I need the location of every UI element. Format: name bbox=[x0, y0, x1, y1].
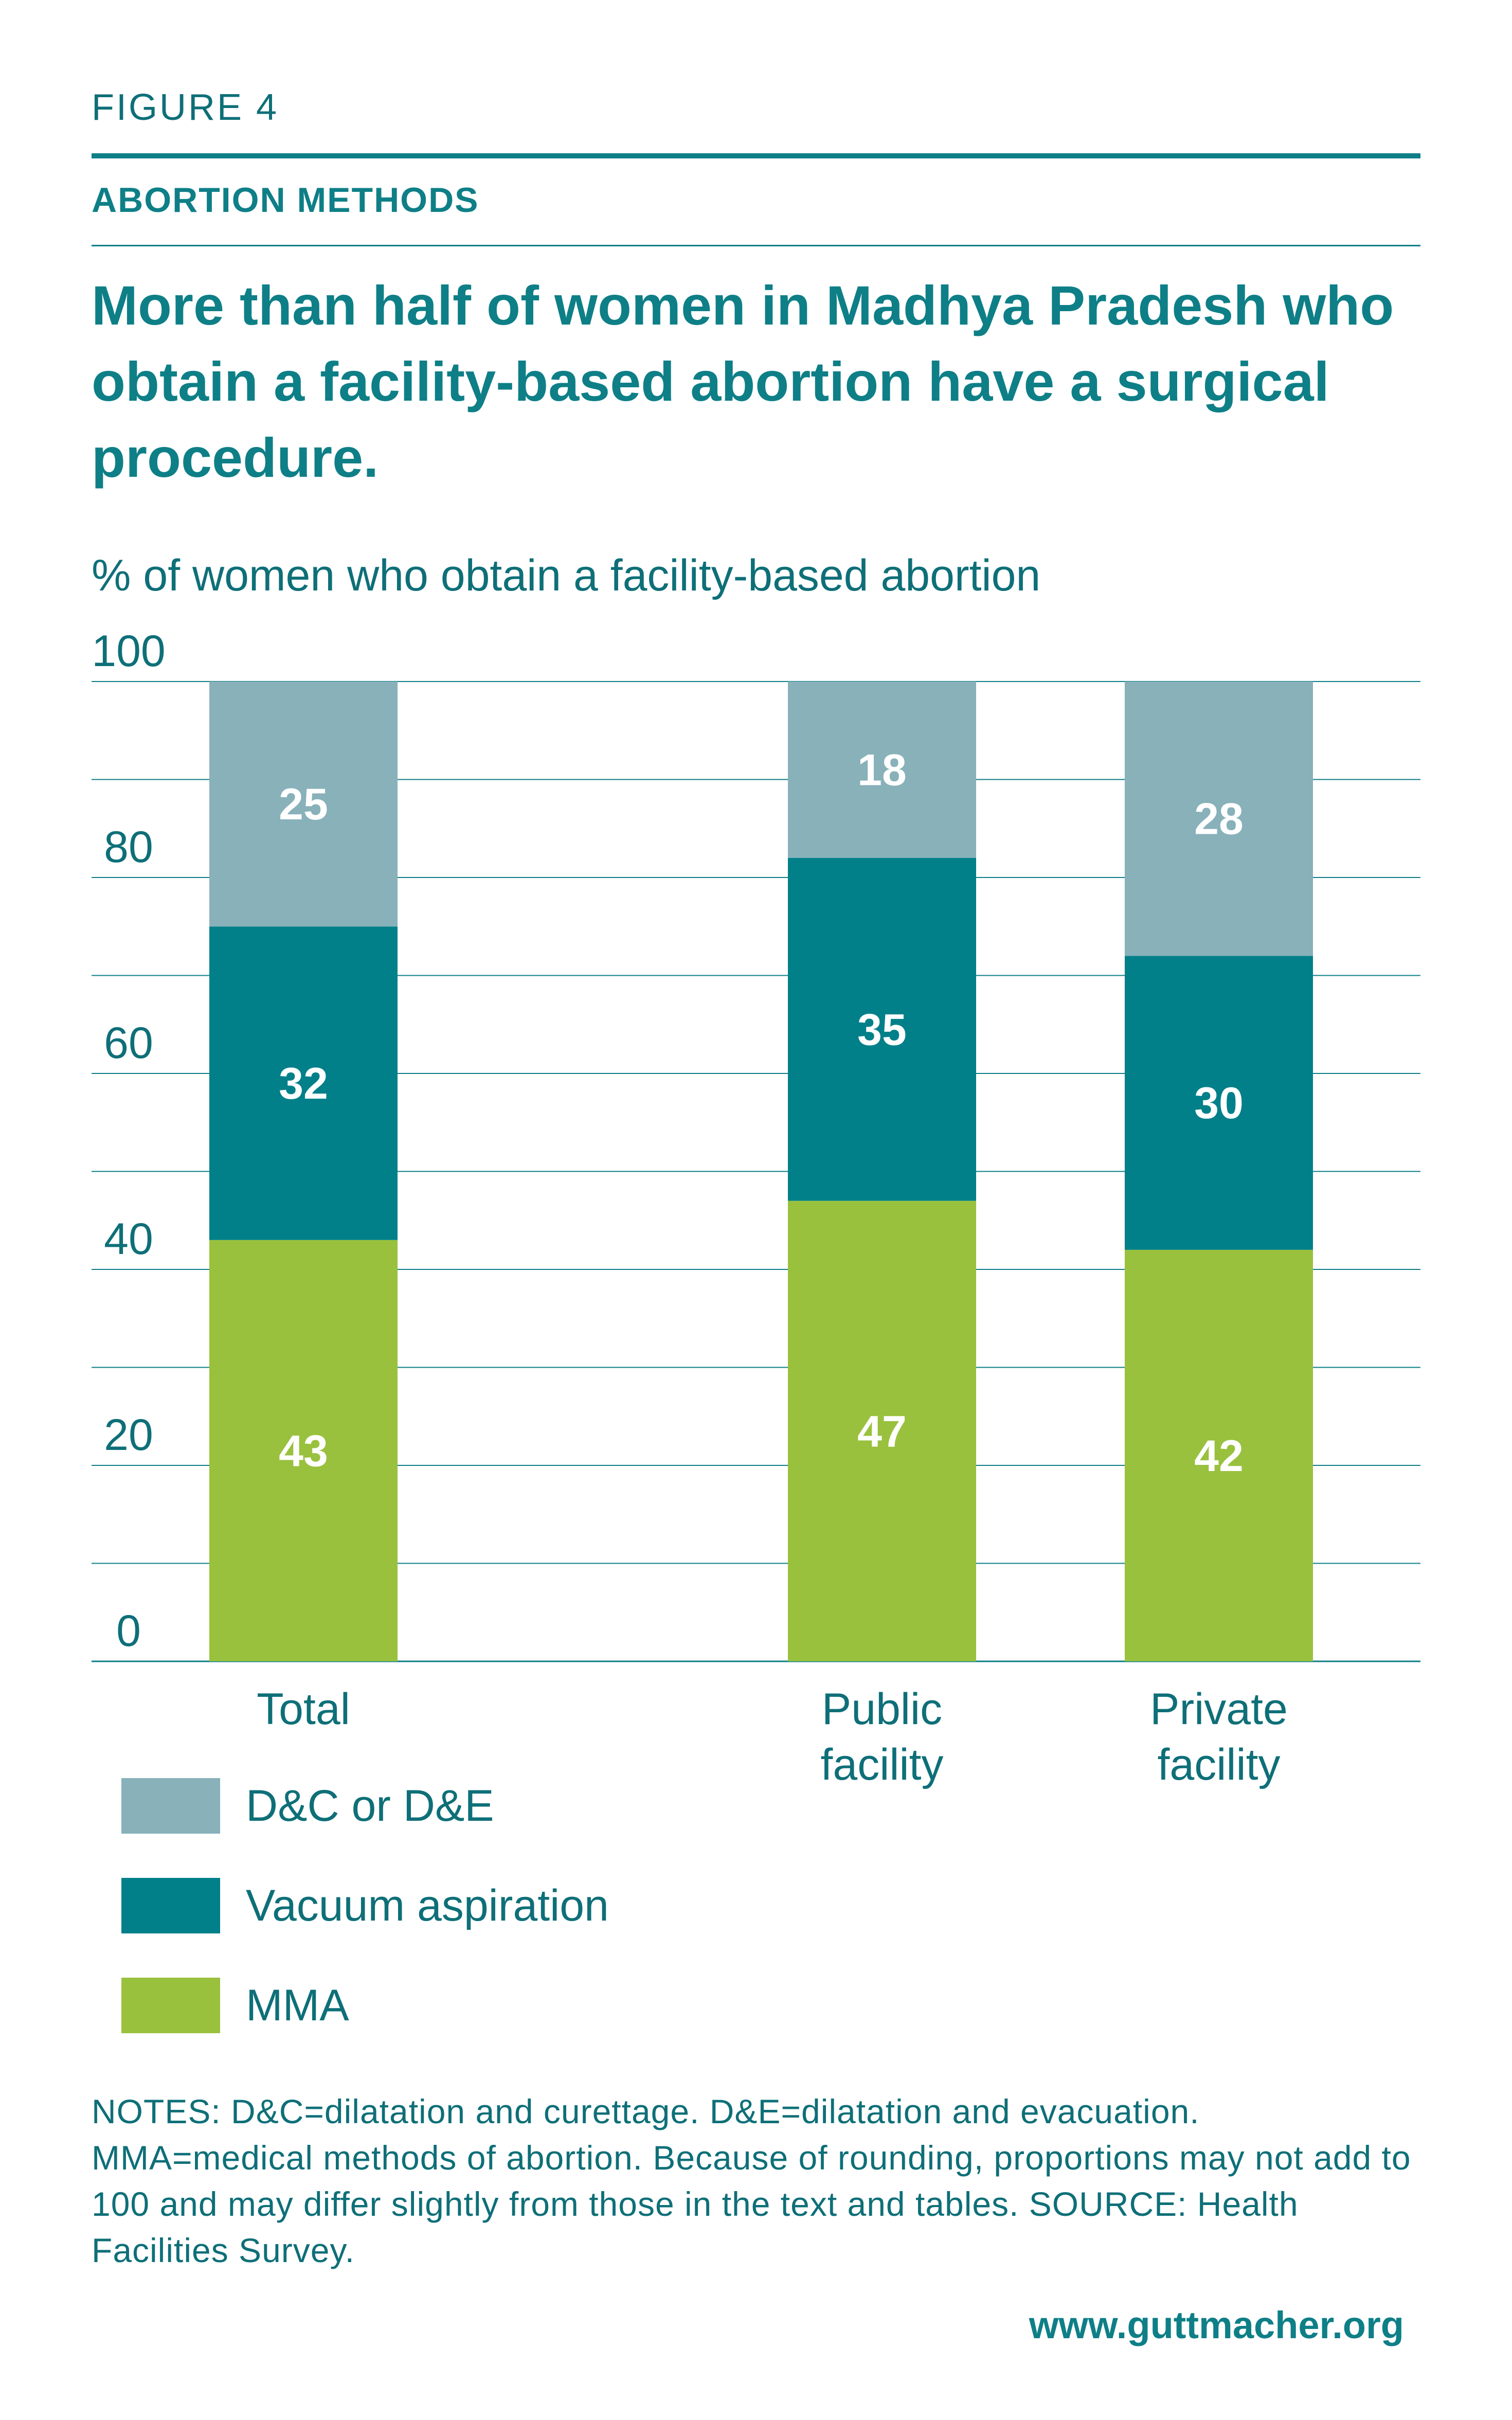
header-rule bbox=[92, 153, 1420, 158]
category-label: Public facility bbox=[821, 1684, 944, 1789]
bar-segment-d-c-or-d-e bbox=[788, 682, 976, 858]
category-label: Private facility bbox=[1150, 1684, 1288, 1789]
y-tick-label: 100 bbox=[92, 626, 166, 676]
y-tick-label: 20 bbox=[104, 1410, 153, 1460]
category-label: Total bbox=[257, 1684, 350, 1734]
y-tick-label: 60 bbox=[104, 1018, 153, 1068]
legend-swatch-dc-de bbox=[121, 1778, 220, 1834]
stacked-bar-chart: 0 20 40 60 80 100 43 32 25 47 35 18 42 30 28 Total Pub… bbox=[92, 626, 1420, 1789]
legend-swatch-mma bbox=[121, 1978, 220, 2033]
figure-label: FIGURE 4 bbox=[92, 87, 279, 128]
data-label: 18 bbox=[857, 745, 907, 795]
bars bbox=[209, 682, 1313, 1661]
section-rule bbox=[92, 245, 1420, 246]
legend-item-vacuum: Vacuum aspiration bbox=[121, 1877, 609, 1934]
section-label: ABORTION METHODS bbox=[92, 181, 479, 220]
legend-label-vacuum: Vacuum aspiration bbox=[246, 1880, 609, 1930]
y-tick-label: 0 bbox=[116, 1606, 141, 1656]
legend: D&C or D&E Vacuum aspiration MMA bbox=[121, 1778, 609, 2077]
bar-segment-mma bbox=[788, 1200, 976, 1661]
source-url: www.guttmacher.org bbox=[1029, 2304, 1404, 2346]
chart-notes: NOTES: D&C=dilatation and curettage. D&E… bbox=[92, 2092, 1411, 2269]
data-label: 47 bbox=[857, 1407, 907, 1456]
legend-item-dc-de: D&C or D&E bbox=[121, 1778, 609, 1834]
y-tick-labels: 0 20 40 60 80 100 bbox=[92, 626, 166, 1656]
y-axis-title: % of women who obtain a facility-based a… bbox=[92, 551, 1041, 600]
chart-headline: More than half of women in Madhya Prades… bbox=[92, 274, 1394, 489]
legend-label-mma: MMA bbox=[246, 1980, 349, 2030]
y-tick-label: 80 bbox=[104, 822, 153, 872]
data-label: 43 bbox=[279, 1426, 328, 1476]
legend-item-mma: MMA bbox=[121, 1977, 609, 2034]
data-label: 42 bbox=[1194, 1431, 1244, 1481]
bar-segment-vacuum-aspiration bbox=[209, 926, 398, 1240]
bar-segment-vacuum-aspiration bbox=[1125, 956, 1313, 1250]
bar-segment-mma bbox=[1125, 1249, 1313, 1661]
data-labels: 43 32 25 47 35 18 42 30 28 bbox=[279, 745, 1244, 1481]
bar-segment-d-c-or-d-e bbox=[209, 682, 398, 927]
data-label: 32 bbox=[279, 1059, 328, 1108]
legend-label-dc-de: D&C or D&E bbox=[246, 1781, 494, 1831]
legend-swatch-vacuum bbox=[121, 1878, 220, 1933]
data-label: 28 bbox=[1194, 795, 1244, 844]
data-label: 35 bbox=[857, 1005, 907, 1054]
y-tick-label: 40 bbox=[104, 1214, 153, 1264]
bar-segment-d-c-or-d-e bbox=[1125, 682, 1313, 956]
bar-segment-mma bbox=[209, 1240, 398, 1661]
data-label: 30 bbox=[1194, 1079, 1244, 1128]
data-label: 25 bbox=[279, 780, 328, 829]
category-labels: Total Public facility Private facility bbox=[257, 1684, 1288, 1789]
bar-segment-vacuum-aspiration bbox=[788, 857, 976, 1201]
